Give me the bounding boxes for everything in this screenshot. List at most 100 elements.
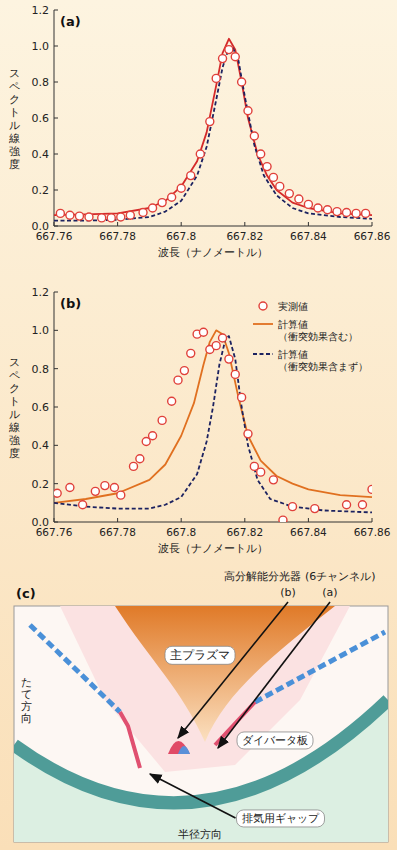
y-axis-title-char: ト (9, 395, 20, 408)
y-tick (54, 522, 58, 523)
data-line (54, 336, 372, 512)
x-axis-line (54, 522, 372, 523)
data-point (66, 484, 74, 492)
y-tick (54, 445, 58, 446)
data-point (219, 55, 227, 63)
data-group (54, 328, 372, 522)
data-point (174, 376, 182, 384)
y-tick-label: 1.2 (32, 4, 50, 17)
data-line (54, 330, 372, 503)
data-point (168, 193, 176, 201)
y-tick (54, 292, 58, 293)
data-point (269, 476, 277, 484)
panel-title: (a) (60, 14, 81, 29)
data-point (130, 462, 138, 470)
chart-panel: 0.00.20.40.60.81.01.2667.76667.78667.866… (8, 4, 391, 259)
data-point (311, 505, 319, 513)
figure: 0.00.20.40.60.81.01.2667.76667.78667.866… (0, 0, 397, 850)
data-point (98, 214, 106, 222)
data-point (107, 214, 115, 222)
x-tick-label: 667.76 (36, 526, 73, 538)
data-point (276, 182, 284, 190)
data-point (79, 501, 87, 509)
data-point (250, 132, 258, 140)
data-point (199, 328, 207, 336)
y-tick-label: 1.0 (32, 40, 50, 53)
plasma-label: 主プラズマ (170, 648, 230, 662)
data-point (279, 516, 287, 522)
data-point (54, 489, 61, 497)
data-point (158, 199, 166, 207)
chart-panel: 0.00.20.40.60.81.01.2667.76667.78667.866… (8, 286, 391, 555)
y-tick-label: 0.8 (32, 76, 50, 89)
data-point (231, 370, 239, 378)
first-wall (30, 625, 120, 712)
y-tick-label: 0.2 (32, 184, 50, 197)
dome (168, 741, 190, 754)
x-tick (54, 518, 55, 522)
y-axis-title-char: ル (9, 408, 20, 421)
data-point (225, 46, 233, 54)
data-point (66, 211, 74, 219)
x-tick (117, 222, 118, 226)
y-tick-label: 0.6 (32, 401, 50, 414)
panel-title: (b) (60, 296, 81, 311)
y-axis-title-char: 度 (9, 158, 20, 171)
data-point (212, 342, 220, 350)
data-point (238, 78, 246, 86)
x-tick (244, 222, 245, 226)
vertical-axis-label-char: 向 (21, 712, 32, 725)
y-tick (54, 118, 58, 119)
data-point (231, 53, 239, 61)
y-axis-title-char: ペ (9, 80, 20, 93)
y-axis-title-char: 度 (9, 447, 20, 460)
data-point (117, 213, 125, 221)
divertor-label-box (237, 732, 313, 749)
gap-arrow (150, 774, 236, 818)
gap-label: 排気用ギャップ (242, 812, 320, 825)
y-tick (54, 483, 58, 484)
background (0, 0, 397, 850)
data-group (54, 39, 372, 222)
radial-axis-label: 半径方向 (178, 828, 222, 841)
data-point (257, 150, 265, 158)
y-axis-title: スペクトル線強度 (8, 67, 20, 171)
legend-label: 計算値（衝突効果含まず） (278, 349, 368, 373)
y-tick (54, 407, 58, 408)
y-axis-title-char: 強 (9, 145, 20, 158)
chord-label: (a) (322, 586, 337, 599)
x-tick (244, 518, 245, 522)
data-point (257, 468, 265, 476)
data-point (289, 503, 297, 511)
data-point (149, 432, 157, 440)
legend-line (253, 353, 273, 355)
legend: 実測値計算値（衝突効果含む）計算値（衝突効果含まず） (253, 301, 368, 373)
x-tick (117, 518, 118, 522)
x-tick-label: 667.8 (166, 526, 196, 538)
data-point (295, 195, 303, 203)
diagram-shapes (14, 606, 388, 842)
x-tick-label: 667.86 (354, 230, 391, 242)
y-tick (54, 154, 58, 155)
data-point (117, 491, 125, 499)
x-tick (54, 222, 55, 226)
data-point (362, 209, 370, 217)
data-point (225, 355, 233, 363)
y-axis-title: スペクトル線強度 (8, 356, 20, 460)
data-point (196, 150, 204, 158)
x-tick-label: 667.78 (99, 526, 136, 538)
data-point (244, 107, 252, 115)
data-point (212, 74, 220, 82)
y-axis-title-char: ス (9, 356, 20, 369)
x-tick (372, 222, 373, 226)
dome (178, 746, 190, 754)
x-tick-label: 667.84 (290, 230, 327, 242)
x-tick-label: 667.86 (354, 526, 391, 538)
y-axis-title-char: 線 (8, 421, 20, 434)
plasma-edge (60, 606, 350, 772)
x-axis-title: 波長（ナノメートル） (158, 246, 268, 259)
data-point (304, 200, 312, 208)
data-point (368, 485, 372, 493)
y-axis-title-char: ク (9, 93, 20, 106)
data-point (333, 208, 341, 216)
